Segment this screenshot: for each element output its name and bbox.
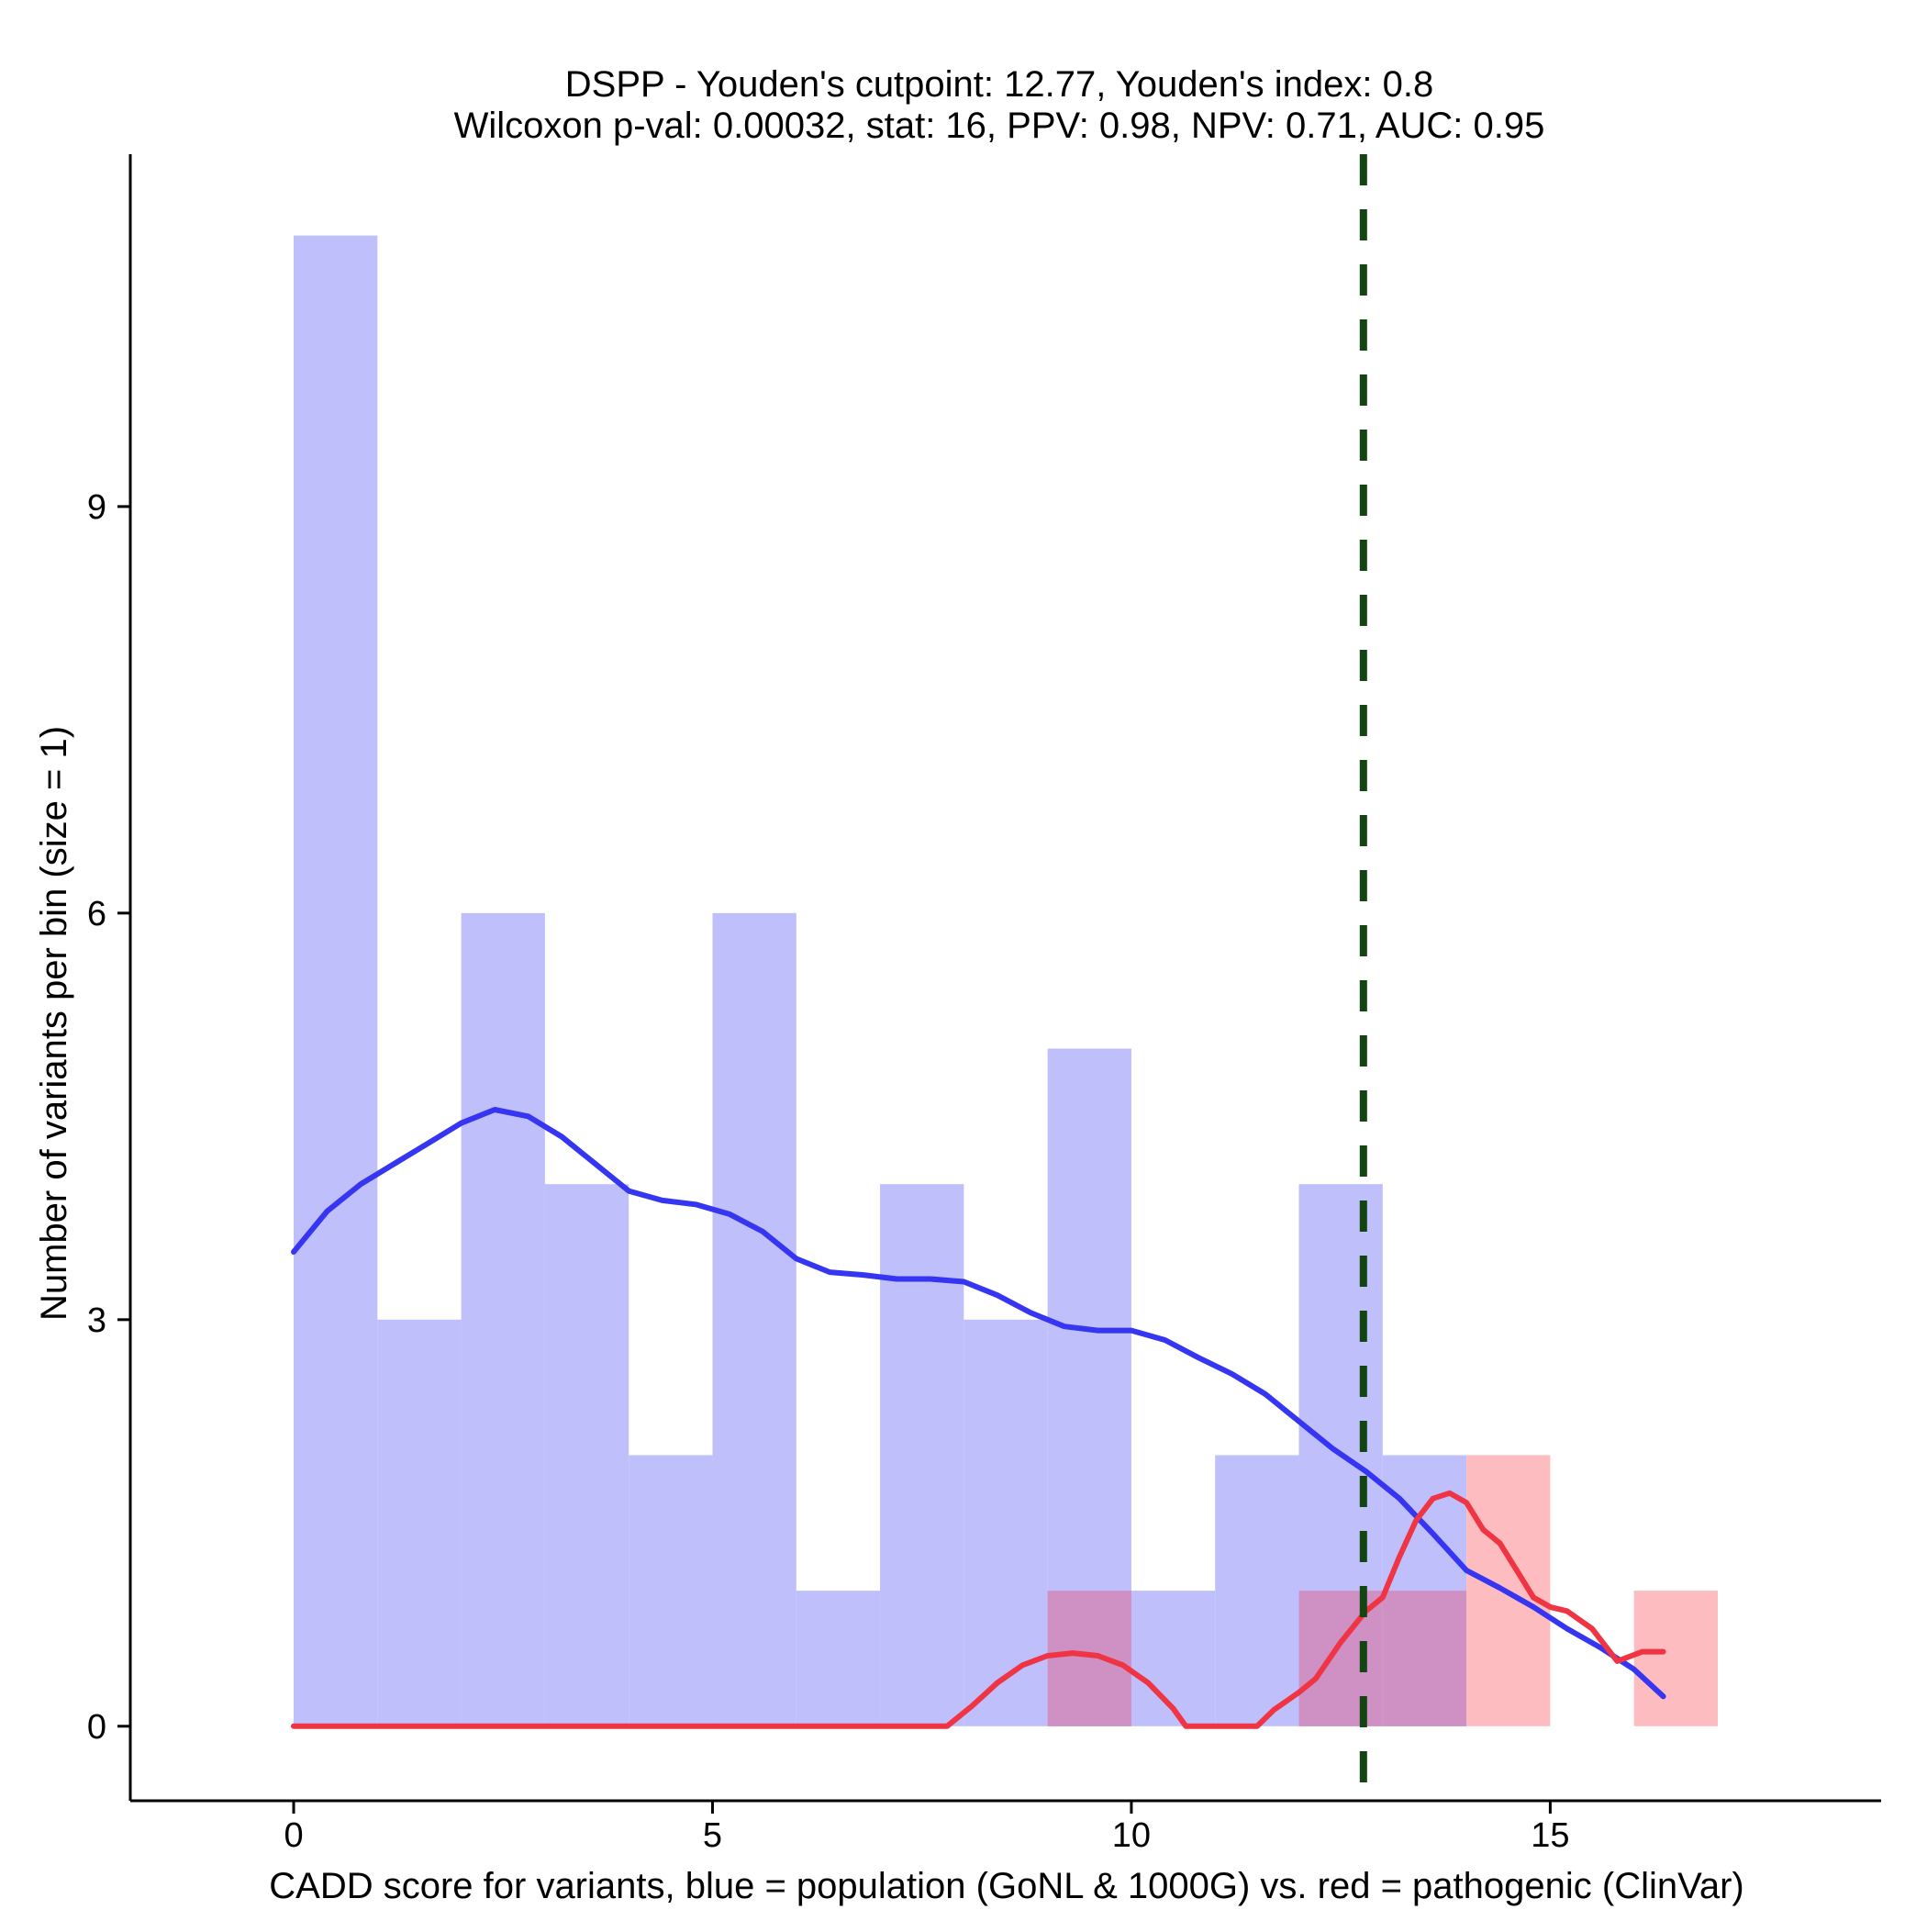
population-bar-0: [294, 235, 378, 1726]
axis-ticks: 0 5 10 15 0 3 6 9: [87, 488, 1570, 1855]
population-bar-8: [964, 1319, 1048, 1726]
overlap-bar-13: [1382, 1591, 1467, 1726]
population-bar-11: [1215, 1455, 1299, 1726]
population-bar-5: [712, 912, 796, 1726]
pathogenic-bar-16: [1633, 1591, 1718, 1726]
x-tick-label-15: 15: [1531, 1816, 1569, 1855]
population-bar-4: [629, 1455, 713, 1726]
population-bar-2: [461, 912, 545, 1726]
chart-title-line-1: DSPP - Youden's cutpoint: 12.77, Youden'…: [565, 64, 1433, 105]
y-tick-label-3: 3: [87, 1301, 106, 1340]
population-bar-1: [377, 1319, 462, 1726]
population-bar-3: [544, 1184, 629, 1726]
axes: [128, 154, 1881, 1803]
overlap-bar-12: [1298, 1591, 1383, 1726]
x-tick-label-10: 10: [1112, 1816, 1151, 1855]
population-density-line: [291, 1107, 1666, 1700]
x-tick-label-0: 0: [284, 1816, 303, 1855]
x-tick-label-5: 5: [703, 1816, 722, 1855]
density-curves: [291, 154, 1666, 1801]
population-bar-10: [1131, 1591, 1216, 1726]
chart-title-line-2: Wilcoxon p-val: 0.00032, stat: 16, PPV: …: [454, 106, 1545, 146]
y-tick-label-0: 0: [87, 1708, 106, 1747]
pathogenic-density-line: [291, 1490, 1666, 1729]
population-bar-7: [880, 1184, 964, 1726]
histogram-bars: [294, 235, 1718, 1726]
overlap-bar-9: [1047, 1591, 1131, 1726]
x-axis-title: CADD score for variants, blue = populati…: [269, 1866, 1743, 1906]
y-tick-label-9: 9: [87, 488, 106, 527]
y-tick-label-6: 6: [87, 895, 106, 933]
y-axis-title: Number of variants per bin (size = 1): [34, 726, 74, 1321]
population-bar-6: [796, 1591, 881, 1726]
